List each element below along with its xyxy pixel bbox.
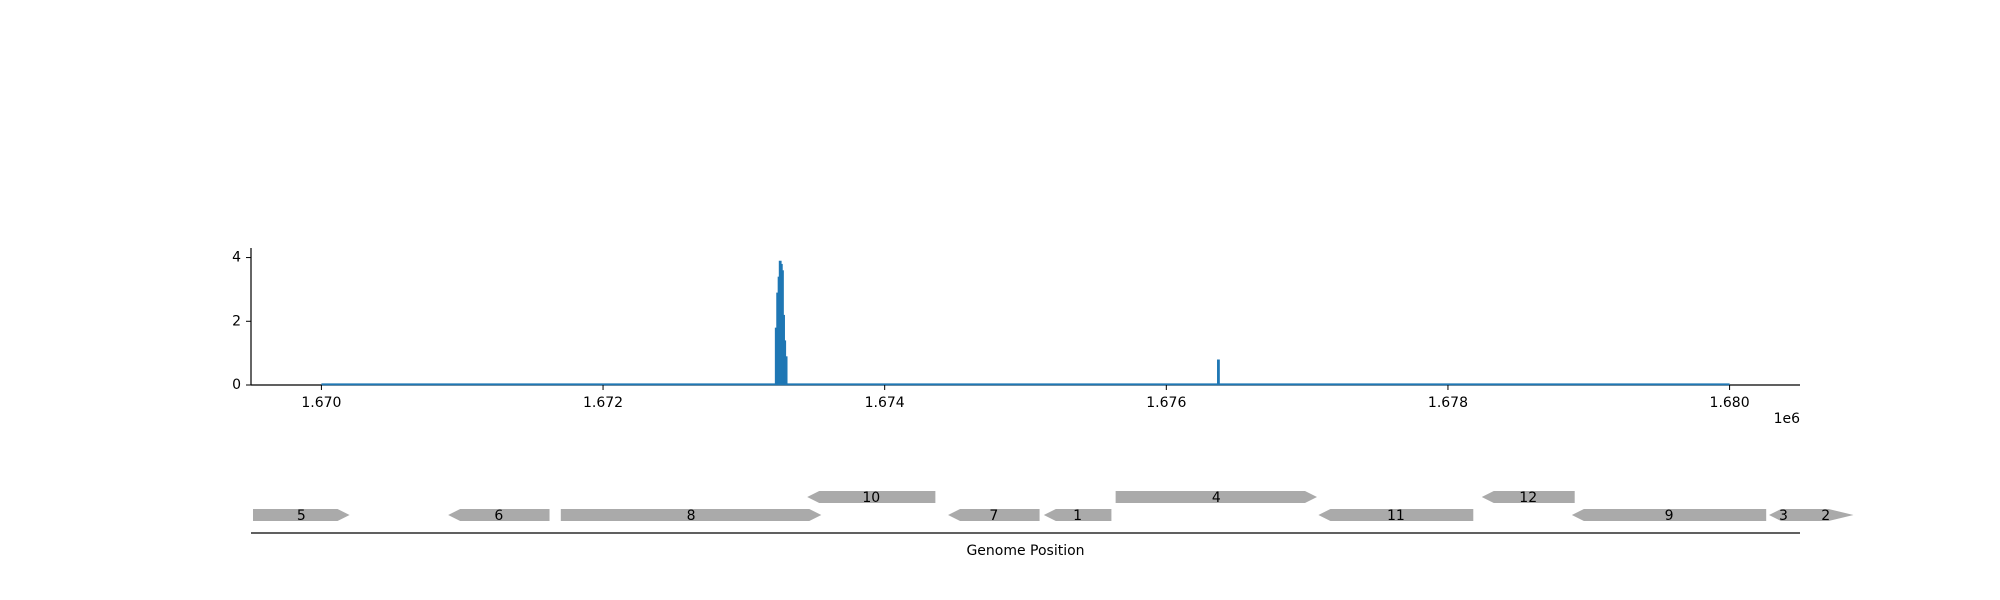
gene-label: 9 xyxy=(1665,508,1674,524)
gene-arrow xyxy=(807,491,936,503)
coverage-plot: 1.670 1.672 1.674 1.676 1.678 1.680 0 2 4 1e6 xyxy=(232,248,1800,427)
coverage-bar xyxy=(783,340,787,385)
gene-label: 7 xyxy=(989,508,998,524)
gene-label: 2 xyxy=(1821,508,1830,524)
gene-label: 1 xyxy=(1073,508,1082,524)
genome-position-label: Genome Position xyxy=(966,543,1084,559)
gene-arrow xyxy=(1318,509,1474,521)
y-ticks-layer: 0 2 4 xyxy=(232,250,251,393)
x-offset-label: 1e6 xyxy=(1774,411,1801,427)
coverage-bar xyxy=(774,327,778,385)
gene-label: 10 xyxy=(862,490,880,506)
gene-arrow xyxy=(448,509,550,521)
x-tick-label: 1.674 xyxy=(865,395,905,411)
x-ticks-layer: 1.670 1.672 1.674 1.676 1.678 1.680 xyxy=(301,385,1750,411)
genes-layer: 5 6 8 10 7 1 4 11 12 9 3 2 xyxy=(253,490,1854,524)
x-tick-label: 1.670 xyxy=(301,395,341,411)
gene-label: 3 xyxy=(1779,508,1788,524)
x-tick-label: 1.672 xyxy=(583,395,623,411)
gene-label: 12 xyxy=(1519,490,1537,506)
gene-label: 5 xyxy=(297,508,306,524)
x-tick-label: 1.676 xyxy=(1146,395,1186,411)
y-tick-label: 2 xyxy=(232,313,241,329)
gene-label: 8 xyxy=(687,508,696,524)
x-tick-label: 1.678 xyxy=(1428,395,1468,411)
gene-track: 5 6 8 10 7 1 4 11 12 9 3 2 Genome Position xyxy=(251,490,1854,559)
gene-label: 11 xyxy=(1387,508,1405,524)
gene-arrow xyxy=(1043,509,1112,521)
gene-label: 4 xyxy=(1212,490,1221,506)
gene-arrow xyxy=(253,509,350,521)
gene-arrow xyxy=(560,509,822,521)
gene-arrow xyxy=(1571,509,1767,521)
gene-label: 6 xyxy=(494,508,503,524)
y-tick-label: 4 xyxy=(232,250,241,266)
gene-arrow xyxy=(1115,491,1317,503)
coverage-bars-layer xyxy=(774,260,1220,385)
gene-arrow xyxy=(1769,509,1798,521)
coverage-bar xyxy=(776,292,780,385)
coverage-bar xyxy=(1217,359,1220,385)
x-tick-label: 1.680 xyxy=(1710,395,1750,411)
gene-arrow xyxy=(1481,491,1575,503)
y-tick-label: 0 xyxy=(232,377,241,393)
gene-arrow xyxy=(948,509,1040,521)
gene-arrow xyxy=(1798,509,1854,521)
coverage-bar xyxy=(784,356,788,385)
